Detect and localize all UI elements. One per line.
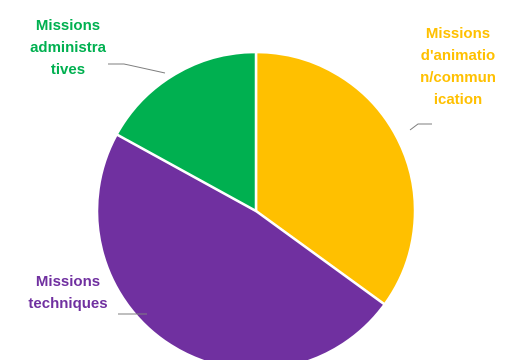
label-line: Missions [36,17,100,34]
slice-animation-communication [254,50,417,307]
pie-slices [95,50,417,360]
label-line: Missions [426,25,490,42]
label-line: d'animatio [421,47,495,64]
label-line: n/commun [420,69,496,86]
leader-line [409,123,432,131]
leader-line [108,63,166,74]
label-administratives: Missions administra tives [30,17,107,78]
label-line: techniques [28,295,107,312]
leader-lines [108,63,432,315]
label-animation-communication: Missions d'animatio n/commun ication [420,25,496,108]
slice-techniques [95,132,387,360]
label-line: Missions [36,273,100,290]
slice-administratives [114,50,258,214]
label-line: administra [30,39,107,56]
label-line: tives [51,61,85,78]
label-line: ication [434,91,482,108]
label-techniques: Missions techniques [28,273,107,312]
slice-labels: Missions d'animatio n/commun icationMission… [28,17,496,312]
